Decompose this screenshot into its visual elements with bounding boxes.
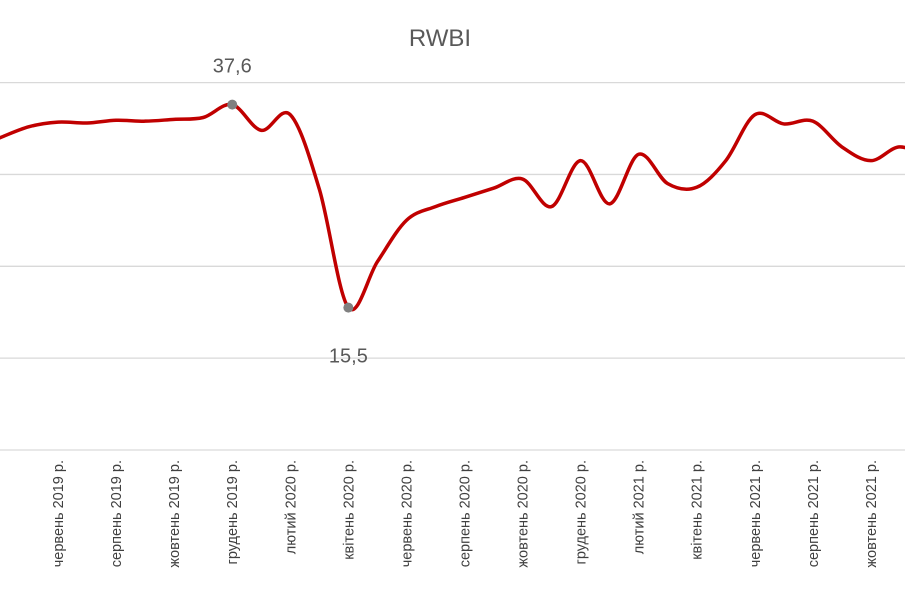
x-tick-labels: червень 2019 р. серпень 2019 р. жовтень 20… <box>51 460 880 568</box>
x-tick-label: серпень 2020 р. <box>457 460 473 567</box>
min-label: 15,5 <box>329 346 368 368</box>
chart-title: RWBI <box>409 25 471 52</box>
x-tick-label: червень 2020 р. <box>399 460 415 567</box>
series-line <box>0 102 905 312</box>
x-tick-label: лютий 2021 р. <box>632 460 648 554</box>
x-tick-label: жовтень 2021 р. <box>864 460 880 568</box>
x-tick-label: серпень 2019 р. <box>109 460 125 567</box>
marker-layer: 37,6 15,5 <box>213 56 368 368</box>
x-tick-label: грудень 2019 р. <box>225 460 241 564</box>
x-tick-label: серпень 2021 р. <box>806 460 822 567</box>
x-tick-label: квітень 2020 р. <box>341 460 357 560</box>
max-marker <box>227 99 238 110</box>
x-tick-label: червень 2021 р. <box>748 460 764 567</box>
series-layer <box>0 102 905 312</box>
x-tick-label: жовтень 2020 р. <box>516 460 532 568</box>
x-tick-label: грудень 2020 р. <box>574 460 590 564</box>
min-marker <box>343 302 354 313</box>
grid-layer <box>0 81 905 359</box>
x-tick-label: лютий 2020 р. <box>283 460 299 554</box>
x-tick-label: червень 2019 р. <box>51 460 67 567</box>
max-label: 37,6 <box>213 56 252 78</box>
x-tick-label: квітень 2021 р. <box>690 460 706 560</box>
x-tick-label: жовтень 2019 р. <box>167 460 183 568</box>
